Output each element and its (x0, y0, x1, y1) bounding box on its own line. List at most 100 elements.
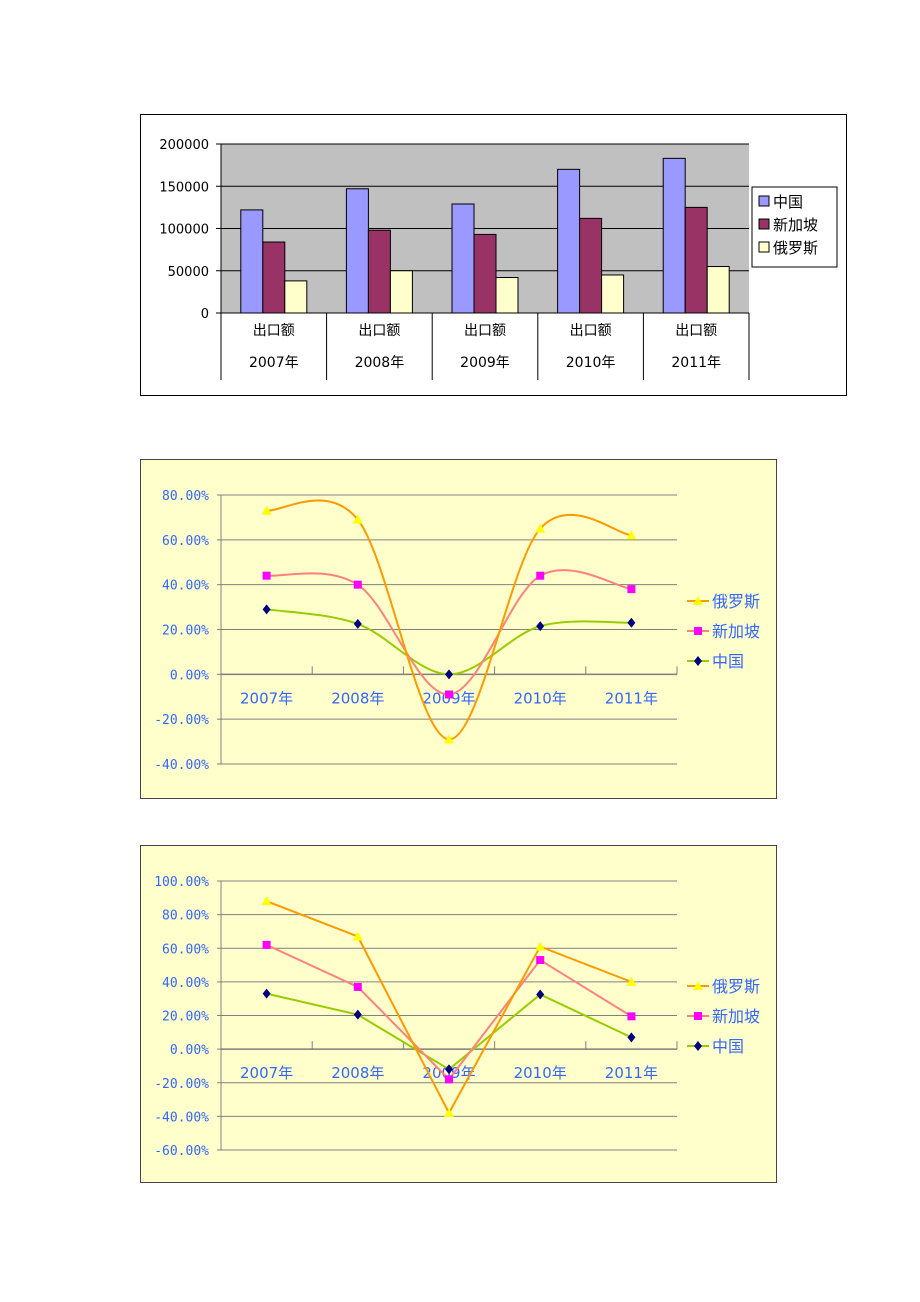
category-sublabel: 出口额 (570, 323, 612, 339)
bar-russia (495, 277, 519, 314)
bar-china (345, 188, 369, 314)
triangle-marker (444, 734, 454, 744)
square-marker (445, 690, 453, 699)
category-label: 2008年 (355, 355, 405, 371)
y-tick-label: 80.00% (162, 909, 209, 924)
y-tick-label: -60.00% (154, 1144, 209, 1159)
square-marker (353, 982, 362, 991)
legend-label: 新加坡 (773, 216, 818, 234)
triangle-marker (535, 941, 546, 951)
category-label: 2009年 (460, 355, 510, 371)
y-tick-label: 100000 (159, 223, 209, 238)
y-tick-label: 150000 (159, 180, 209, 195)
diamond-marker (694, 1041, 702, 1051)
diamond-marker (536, 621, 545, 632)
x-tick-label: 2010年 (514, 689, 567, 707)
square-marker (445, 1075, 453, 1084)
growth-line-chart: 100.00% 80.00% 60.00% 40.00% 20.00% 0.00% -20.… (140, 845, 777, 1183)
legend-label: 新加坡 (712, 1007, 760, 1026)
x-tick-label: 2011年 (605, 1064, 658, 1082)
triangle-marker (693, 981, 703, 990)
category-label: 2007年 (249, 355, 299, 371)
triangle-marker (693, 596, 703, 605)
diamond-marker (262, 988, 271, 999)
triangle-marker (352, 514, 363, 524)
legend-label: 俄罗斯 (712, 592, 760, 611)
triangle-marker (261, 896, 272, 906)
y-tick-label: 60.00% (162, 942, 209, 957)
x-tick-label: 2011年 (605, 689, 658, 707)
legend-label: 俄罗斯 (773, 239, 818, 257)
y-tick-label: -20.00% (154, 1077, 209, 1092)
diamond-marker (262, 604, 271, 615)
bar-china (557, 168, 581, 314)
y-tick-label: -40.00% (154, 1110, 209, 1125)
category-label: 2011年 (671, 355, 721, 371)
square-marker (694, 627, 702, 635)
diamond-marker (536, 989, 545, 1000)
diamond-marker (627, 1032, 636, 1043)
triangle-marker (444, 1108, 454, 1118)
y-tick-label: 0.00% (170, 668, 209, 683)
y-tick-label: 0.00% (170, 1043, 209, 1058)
bar-chart-svg: 200000 150000 100000 50000 0 出口额 2007年 出口额 2008年… (159, 138, 838, 380)
square-marker (627, 1012, 636, 1021)
triangle-marker (535, 523, 546, 533)
bar-russia (706, 266, 730, 314)
y-tick-label: -20.00% (154, 713, 209, 728)
legend-label: 中国 (712, 652, 744, 671)
series-line-china (266, 992, 632, 1071)
category-sublabel: 出口额 (358, 323, 400, 339)
square-marker (536, 571, 545, 580)
legend-label: 中国 (712, 1037, 744, 1056)
bar-singapore (262, 241, 286, 314)
square-marker (627, 585, 636, 594)
y-tick-label: 100.00% (154, 875, 209, 890)
x-tick-label: 2008年 (331, 1064, 384, 1082)
diamond-marker (445, 669, 453, 680)
x-tick-label: 2008年 (331, 689, 384, 707)
bar-singapore (367, 229, 391, 314)
square-marker (262, 940, 271, 949)
y-tick-label: 80.00% (162, 489, 209, 504)
legend-label: 俄罗斯 (712, 977, 760, 996)
x-tick-label: 2007年 (240, 689, 293, 707)
line-chart-svg: 100.00% 80.00% 60.00% 40.00% 20.00% 0.00% -20.… (154, 875, 760, 1159)
triangle-marker (261, 505, 272, 515)
bar-russia (601, 274, 625, 314)
diamond-marker (353, 1009, 362, 1020)
diamond-marker (694, 656, 702, 666)
y-tick-label: -40.00% (154, 758, 209, 773)
legend-swatch (758, 218, 770, 230)
y-tick-label: 40.00% (162, 579, 209, 594)
bar-singapore (684, 206, 708, 314)
y-tick-label: 20.00% (162, 624, 209, 639)
triangle-marker (626, 976, 637, 986)
triangle-marker (352, 931, 363, 941)
category-sublabel: 出口额 (253, 323, 295, 339)
category-sublabel: 出口额 (464, 323, 506, 339)
square-marker (694, 1012, 702, 1020)
x-tick-label: 2007年 (240, 1064, 293, 1082)
legend-swatch (758, 241, 770, 253)
bar-china (451, 203, 475, 314)
x-tick-label: 2010年 (514, 1064, 567, 1082)
growth-smooth-line-chart: 80.00% 60.00% 40.00% 20.00% 0.00% -20.00% -40.… (140, 459, 777, 799)
legend-label: 中国 (773, 193, 803, 211)
bar-china (662, 157, 686, 314)
diamond-marker (627, 617, 636, 628)
y-tick-label: 50000 (168, 265, 209, 280)
diamond-marker (353, 618, 362, 629)
square-marker (536, 956, 545, 965)
triangle-marker (626, 530, 637, 540)
export-bar-chart: 200000 150000 100000 50000 0 出口额 2007年 出口额 2008年… (140, 114, 847, 396)
category-label: 2010年 (566, 355, 616, 371)
square-marker (262, 571, 271, 580)
y-tick-label: 20.00% (162, 1010, 209, 1025)
y-tick-label: 200000 (159, 138, 209, 153)
y-tick-label: 40.00% (162, 976, 209, 991)
category-sublabel: 出口额 (675, 323, 717, 339)
bar-russia (284, 280, 308, 314)
legend-swatch (758, 195, 770, 207)
bar-china (240, 209, 264, 314)
